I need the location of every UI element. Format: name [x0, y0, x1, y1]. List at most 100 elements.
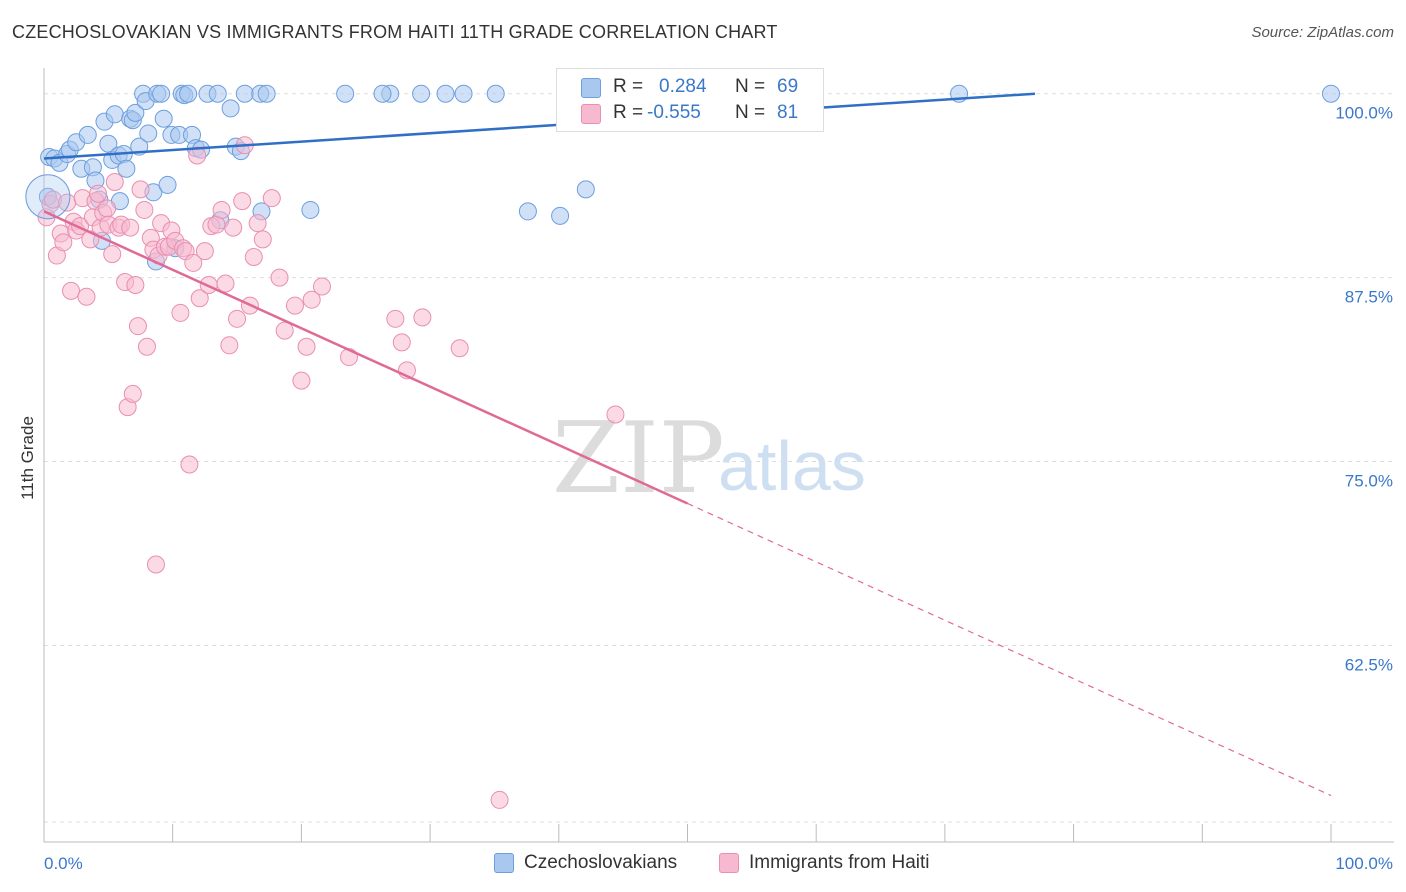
point-czechoslovakian	[551, 206, 570, 225]
point-haiti	[137, 337, 156, 356]
point-czechoslovakian	[126, 103, 145, 122]
point-haiti	[171, 303, 190, 322]
point-haiti	[262, 189, 281, 208]
point-haiti	[233, 192, 252, 211]
point-haiti	[89, 184, 108, 203]
point-haiti	[62, 281, 81, 300]
point-czechoslovakian	[576, 180, 595, 199]
point-haiti	[195, 242, 214, 261]
point-haiti	[103, 245, 122, 264]
bottom-legend-swatch-haiti	[719, 853, 739, 873]
point-czechoslovakian	[154, 109, 173, 128]
point-haiti	[270, 268, 289, 287]
point-haiti	[297, 337, 316, 356]
point-haiti	[392, 333, 411, 352]
y-tick-label: 75.0%	[1345, 472, 1393, 491]
point-haiti	[216, 274, 235, 293]
watermark: ZIP atlas	[552, 402, 866, 516]
point-haiti	[98, 199, 117, 218]
point-haiti	[135, 200, 154, 219]
point-czechoslovakian	[158, 175, 177, 194]
bottom-legend-label-haiti: Immigrants from Haiti	[749, 852, 930, 873]
point-czechoslovakian	[117, 159, 136, 178]
point-haiti	[184, 253, 203, 272]
point-czechoslovakian	[25, 174, 71, 220]
legend-r-label: R =	[613, 76, 644, 97]
x-tick-label: 100.0%	[1335, 854, 1393, 873]
trend-lines	[43, 92, 1332, 797]
point-czechoslovakian	[412, 84, 431, 103]
point-haiti	[275, 321, 294, 340]
point-haiti	[188, 146, 207, 165]
point-haiti	[312, 277, 331, 296]
legend-r-label: R =	[613, 102, 644, 123]
point-czechoslovakian	[301, 200, 320, 219]
trend-line-haiti	[43, 210, 689, 505]
point-haiti	[77, 287, 96, 306]
point-czechoslovakian	[257, 84, 276, 103]
legend-n-value: 69	[777, 76, 799, 97]
point-czechoslovakian	[486, 84, 505, 103]
point-haiti	[248, 214, 267, 233]
source-credit: Source: ZipAtlas.com	[1251, 24, 1394, 41]
point-czechoslovakian	[105, 105, 124, 124]
point-czechoslovakian	[208, 84, 227, 103]
legend-r-value: 0.284	[659, 76, 707, 97]
point-haiti	[123, 384, 142, 403]
point-haiti	[490, 790, 509, 809]
point-czechoslovakian	[518, 202, 537, 221]
x-tick-label: 0.0%	[44, 854, 83, 873]
point-czechoslovakian	[454, 84, 473, 103]
legend-n-label: N =	[735, 76, 766, 97]
bottom-legend-label-czech: Czechoslovakians	[524, 852, 678, 873]
point-haiti	[121, 218, 140, 237]
point-haiti	[228, 309, 247, 328]
point-haiti	[606, 405, 625, 424]
point-haiti	[126, 275, 145, 294]
legend-r-value: -0.555	[647, 102, 701, 123]
point-czechoslovakian	[235, 84, 254, 103]
bottom-legend-swatch-czech	[494, 853, 514, 873]
point-haiti	[128, 317, 147, 336]
legend-n-value: 81	[777, 102, 799, 123]
point-czechoslovakian	[152, 84, 171, 103]
point-haiti	[386, 309, 405, 328]
point-haiti	[54, 233, 73, 252]
point-haiti	[244, 248, 263, 267]
point-haiti	[220, 336, 239, 355]
point-czechoslovakian	[373, 84, 392, 103]
point-czechoslovakian	[336, 84, 355, 103]
point-haiti	[190, 289, 209, 308]
point-czechoslovakian	[179, 84, 198, 103]
point-haiti	[292, 371, 311, 390]
point-haiti	[180, 455, 199, 474]
y-tick-label: 100.0%	[1335, 104, 1393, 123]
correlation-legend: R = 0.284 N = 69 R = -0.555 N = 81	[556, 68, 824, 132]
watermark-atlas: atlas	[718, 427, 866, 505]
point-czechoslovakian	[1322, 84, 1340, 103]
data-points	[25, 84, 1340, 809]
point-haiti	[253, 230, 272, 249]
point-haiti	[224, 218, 243, 237]
trend-line-haiti-extrapolated	[687, 502, 1332, 797]
legend-n-label: N =	[735, 102, 766, 123]
y-axis-label: 11th Grade	[18, 416, 37, 500]
point-haiti	[146, 555, 165, 574]
legend-swatch-haiti	[581, 104, 601, 124]
y-tick-label: 62.5%	[1345, 655, 1393, 674]
point-haiti	[212, 200, 231, 219]
point-czechoslovakian	[436, 84, 455, 103]
point-haiti	[450, 339, 469, 358]
point-czechoslovakian	[78, 125, 97, 144]
point-czechoslovakian	[221, 99, 240, 118]
y-tick-label: 87.5%	[1345, 288, 1393, 307]
chart-title: CZECHOSLOVAKIAN VS IMMIGRANTS FROM HAITI…	[12, 22, 778, 42]
legend-swatch-czech	[581, 78, 601, 98]
point-haiti	[131, 180, 150, 199]
point-haiti	[105, 172, 124, 191]
point-haiti	[302, 290, 321, 309]
tick-labels: 100.0% 87.5% 75.0% 62.5% 0.0% 100.0%	[44, 104, 1393, 873]
point-czechoslovakian	[139, 124, 158, 143]
point-haiti	[413, 308, 432, 327]
